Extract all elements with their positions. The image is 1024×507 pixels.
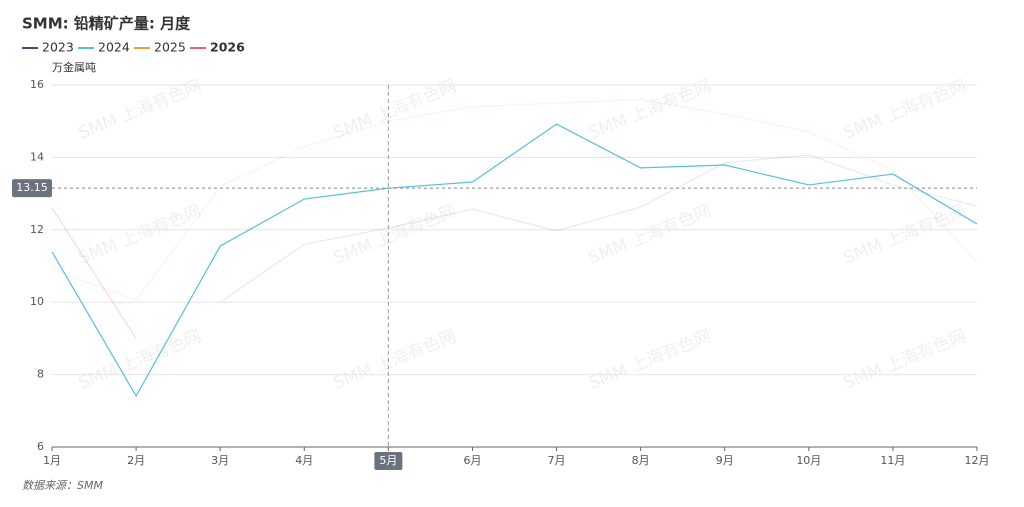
legend-item[interactable]: 2025 [134,40,186,55]
watermark: SMM 上海有色网 [586,201,715,268]
x-tick-label: 7月 [548,454,566,467]
x-tick-label: 2月 [127,454,145,467]
crosshair-y-box [12,179,52,198]
x-tick-label: 1月 [43,454,61,467]
watermark: SMM 上海有色网 [76,201,205,268]
watermark: SMM 上海有色网 [331,76,460,143]
legend-label: 2026 [210,40,245,55]
x-tick-label: 4月 [295,454,313,467]
watermark: SMM 上海有色网 [76,76,205,143]
y-tick-label: 8 [37,368,44,381]
x-tick-label: 9月 [716,454,734,467]
y-axis-label: 万金属吨 [52,60,96,74]
y-tick-label: 10 [30,295,44,308]
legend-label: 2025 [154,40,186,55]
chart-title: SMM: 铅精矿产量: 月度 [22,15,191,33]
legend-label: 2023 [42,40,74,55]
x-tick-label: 11月 [880,454,905,467]
watermark: SMM 上海有色网 [586,76,715,143]
y-tick-label: 16 [30,78,44,91]
x-tick-label: 10月 [796,454,821,467]
crosshair-x-label: 5月 [379,454,397,467]
series-line [51,207,137,339]
crosshair-y-label: 13.15 [16,181,48,194]
y-tick-label: 14 [30,150,44,163]
series-line [51,98,978,301]
watermark: SMM 上海有色网 [841,201,970,268]
watermark: SMM 上海有色网 [331,326,460,393]
x-tick-label: 12月 [965,454,990,467]
x-tick-label: 6月 [463,454,481,467]
watermark: SMM 上海有色网 [76,326,205,393]
y-tick-label: 12 [30,223,44,236]
x-tick-label: 3月 [211,454,229,467]
series-line [219,154,978,303]
series-line [51,123,978,398]
legend-item[interactable]: 2024 [78,40,130,55]
crosshair-x-box [374,452,403,470]
watermark: SMM 上海有色网 [841,76,970,143]
x-tick-label: 8月 [632,454,650,467]
y-tick-label: 6 [37,440,44,453]
watermark: SMM 上海有色网 [841,326,970,393]
legend-label: 2024 [98,40,130,55]
legend-item[interactable]: 2023 [22,40,74,55]
legend-item[interactable]: 2026 [190,40,245,55]
watermark: SMM 上海有色网 [586,326,715,393]
source: 数据来源：SMM [22,479,103,492]
